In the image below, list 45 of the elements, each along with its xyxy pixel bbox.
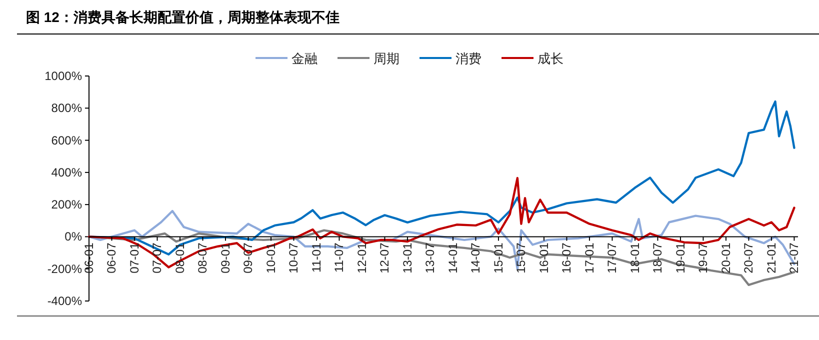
x-tick-label: 07-07 bbox=[150, 242, 164, 274]
x-tick-label: 10-07 bbox=[286, 242, 301, 274]
chart-title: 图 12：消费具备长期配置价值，周期整体表现不佳 bbox=[26, 9, 340, 25]
x-tick-label: 16-07 bbox=[560, 242, 574, 274]
x-tick-label: 17-01 bbox=[582, 242, 596, 274]
x-tick-label: 19-01 bbox=[673, 242, 688, 274]
x-tick-label: 08-07 bbox=[196, 242, 210, 274]
x-tick-label: 18-01 bbox=[628, 242, 642, 274]
x-tick-label: 12-07 bbox=[378, 242, 392, 274]
y-tick-label: 0% bbox=[64, 230, 82, 244]
x-tick-label: 21-01 bbox=[764, 242, 778, 274]
x-tick-label: 20-01 bbox=[718, 242, 733, 274]
x-tick-label: 06-07 bbox=[104, 242, 119, 274]
x-tick-label: 09-01 bbox=[218, 242, 232, 274]
y-tick-label: 400% bbox=[51, 165, 82, 180]
x-tick-label: 17-07 bbox=[605, 242, 620, 274]
x-tick-label: 12-01 bbox=[354, 242, 369, 274]
y-tick-label: 200% bbox=[51, 198, 82, 212]
legend-label: 消费 bbox=[456, 51, 482, 66]
x-tick-label: 07-01 bbox=[127, 242, 142, 274]
x-tick-label: 10-01 bbox=[264, 242, 278, 274]
x-tick-label: 08-01 bbox=[172, 242, 187, 274]
x-tick-label: 14-07 bbox=[468, 242, 483, 274]
x-tick-label: 21-07 bbox=[787, 242, 802, 274]
y-tick-label: 1000% bbox=[44, 69, 82, 83]
x-tick-label: 11-07 bbox=[332, 242, 346, 273]
y-tick-label: 800% bbox=[51, 101, 82, 116]
x-tick-label: 15-01 bbox=[491, 242, 506, 274]
legend-label: 金融 bbox=[292, 51, 318, 66]
x-tick-label: 09-07 bbox=[241, 242, 256, 274]
x-tick-label: 13-01 bbox=[400, 242, 414, 274]
y-tick-label: 600% bbox=[51, 133, 82, 148]
legend-label: 周期 bbox=[374, 51, 400, 66]
x-tick-label: 20-07 bbox=[742, 242, 756, 274]
x-tick-label: 19-07 bbox=[696, 242, 710, 274]
y-tick-label: -400% bbox=[47, 294, 82, 308]
x-tick-label: 18-07 bbox=[650, 242, 665, 274]
x-tick-label: 13-07 bbox=[423, 242, 438, 274]
x-tick-label: 06-01 bbox=[82, 242, 96, 274]
x-tick-label: 14-01 bbox=[446, 242, 460, 274]
y-tick-label: -200% bbox=[47, 262, 82, 276]
x-tick-label: 11-01 bbox=[309, 242, 324, 273]
x-tick-label: 16-01 bbox=[536, 242, 551, 274]
x-tick-label: 15-07 bbox=[514, 242, 528, 274]
legend-label: 成长 bbox=[538, 51, 564, 66]
